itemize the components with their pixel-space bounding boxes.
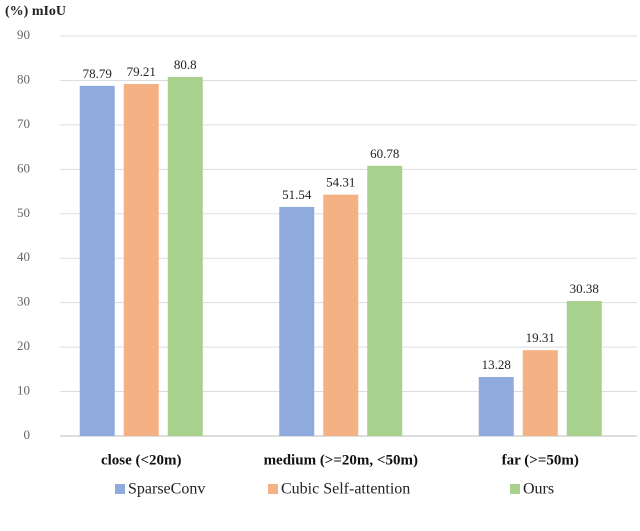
data-label: 78.79	[83, 66, 112, 81]
x-tick-label: close (<20m)	[101, 452, 182, 468]
bar	[79, 85, 115, 437]
y-tick-label: 10	[17, 383, 30, 398]
bar	[123, 83, 159, 436]
y-tick-label: 80	[17, 71, 30, 86]
legend-swatch	[115, 484, 125, 494]
bar	[566, 300, 602, 436]
bar	[167, 76, 203, 436]
data-label: 54.31	[326, 175, 355, 190]
y-axis-label: (%) mIoU	[5, 4, 66, 19]
y-tick-label: 90	[17, 27, 30, 42]
bar	[367, 165, 403, 436]
y-tick-label: 30	[17, 294, 30, 309]
bar	[323, 194, 359, 436]
y-tick-label: 20	[17, 338, 30, 353]
bar	[478, 376, 514, 436]
y-tick-label: 60	[17, 160, 30, 175]
y-tick-label: 0	[24, 427, 31, 442]
legend-swatch	[510, 484, 520, 494]
y-tick-label: 50	[17, 205, 30, 220]
legend-label: Cubic Self-attention	[281, 481, 410, 498]
data-label: 51.54	[282, 187, 312, 202]
bar	[522, 350, 558, 436]
data-label: 79.21	[127, 64, 156, 79]
legend-swatch	[268, 484, 278, 494]
legend-label: SparseConv	[128, 481, 205, 498]
x-tick-label: medium (>=20m, <50m)	[264, 452, 418, 468]
data-label: 80.8	[174, 57, 197, 72]
legend-label: Ours	[523, 481, 554, 498]
data-label: 13.28	[482, 357, 511, 372]
y-tick-label: 70	[17, 116, 30, 131]
data-label: 60.78	[370, 146, 399, 161]
y-tick-label: 40	[17, 249, 30, 264]
data-label: 30.38	[570, 281, 599, 296]
x-tick-label: far (>=50m)	[502, 452, 579, 468]
data-label: 19.31	[526, 330, 555, 345]
bar	[279, 206, 315, 436]
